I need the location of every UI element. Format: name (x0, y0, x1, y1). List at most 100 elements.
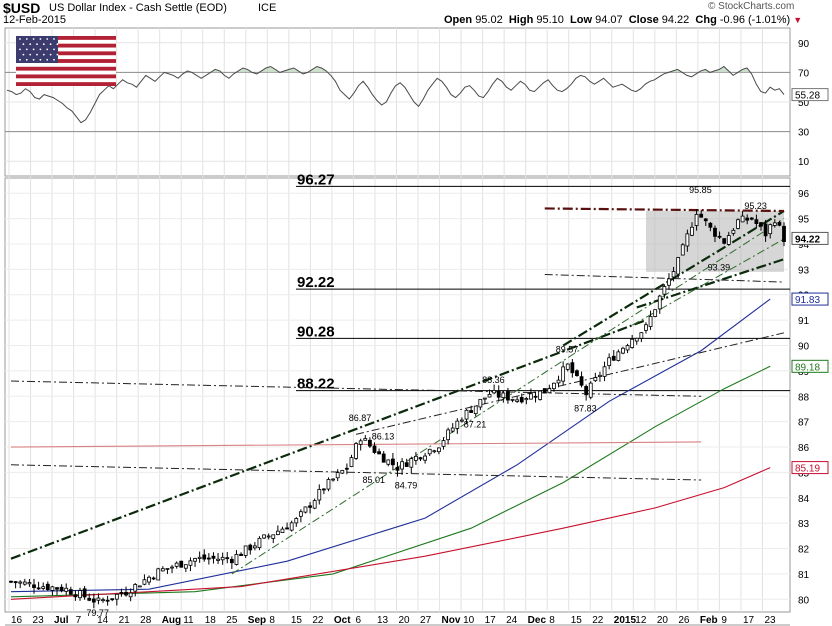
x-tick-label: Aug (162, 615, 181, 626)
indicator-last-value-label: 55.28 (795, 91, 820, 102)
flag-stripe (16, 66, 116, 71)
candle-body (354, 443, 358, 459)
close-value: 94.22 (661, 14, 690, 26)
last-value-box (791, 461, 829, 475)
price-annotation-label: 86.87 (349, 413, 372, 423)
flag-stripe (16, 59, 116, 63)
moving-average-green (10, 365, 771, 598)
candle-body (349, 457, 354, 467)
candle-body (510, 398, 515, 401)
candle-body (722, 238, 727, 244)
x-tick-label: 27 (420, 615, 432, 626)
candle-body (317, 489, 322, 501)
flag-star (22, 53, 25, 56)
flag-star (22, 43, 25, 46)
candle-body (538, 390, 543, 400)
x-tick-label: 28 (140, 615, 152, 626)
x-tick-label: 20 (657, 615, 669, 626)
indicator-y-tick-label: 10 (798, 157, 810, 168)
flag-star (32, 38, 35, 40)
candle-body (542, 388, 547, 394)
price-panel-frame (4, 177, 791, 613)
candle-body (271, 534, 276, 539)
price-y-tick-label: 91 (798, 316, 810, 327)
x-tick-label: 17 (485, 615, 497, 626)
x-tick-label: Sep (248, 615, 266, 626)
x-tick-label: Nov (442, 615, 461, 626)
candle-body (584, 386, 589, 396)
candle-body (736, 219, 740, 229)
candle-body (335, 472, 340, 479)
candle-body (156, 568, 161, 581)
candle-body (469, 410, 474, 413)
candle-body (740, 215, 745, 223)
price-level-label: 90.28 (297, 323, 335, 340)
candle-body (524, 398, 529, 401)
candle-body (367, 439, 372, 447)
candle-body (759, 222, 763, 227)
candle-body (344, 467, 349, 470)
last-value-label: 89.18 (795, 362, 820, 373)
flag-star (39, 38, 42, 40)
candle-body (55, 587, 59, 590)
trendline (10, 319, 647, 560)
moving-average-blue (10, 298, 771, 593)
indicator-last-value-box (791, 88, 829, 102)
candle-body (340, 470, 345, 474)
chart-symbol: $USD (3, 0, 41, 16)
candle-body (303, 506, 308, 513)
flag-stripe (16, 82, 116, 86)
open-label: Open (444, 14, 473, 26)
candle-body (772, 222, 777, 226)
us-flag-icon (16, 36, 116, 86)
candle-body (193, 558, 197, 562)
candle-body (487, 393, 492, 398)
x-tick-label: 15 (571, 615, 583, 626)
candle-body (450, 427, 455, 432)
candle-body (639, 332, 644, 339)
candle-body (142, 579, 147, 585)
candle-body (165, 568, 170, 570)
candle-body (36, 587, 41, 590)
candle-body (409, 458, 414, 468)
candle-body (547, 388, 552, 394)
candle-body (248, 544, 253, 551)
flag-star (46, 38, 49, 40)
x-tick-label: 6 (355, 615, 361, 626)
candle-body (731, 229, 736, 234)
candle-body (87, 597, 92, 601)
flag-star (46, 48, 49, 51)
x-tick-label: 23 (33, 615, 45, 626)
candle-body (363, 438, 368, 441)
candle-body (478, 398, 483, 408)
x-tick-label: 26 (678, 615, 690, 626)
candle-body (611, 355, 616, 361)
candle-body (147, 576, 151, 583)
candle-body (229, 558, 234, 564)
candle-body (575, 370, 579, 377)
x-tick-label: 23 (764, 615, 776, 626)
price-annotation-label: 95.85 (689, 185, 712, 195)
candle-body (124, 591, 128, 596)
candle-body (243, 545, 248, 556)
candle-body (432, 450, 437, 453)
candle-body (552, 382, 556, 390)
flag-canton (16, 36, 58, 63)
candle-body (197, 556, 202, 559)
flag-stripe (16, 36, 116, 40)
price-level-label: 88.22 (297, 376, 335, 393)
candle-body (78, 590, 82, 599)
last-value-box (791, 292, 829, 306)
candle-body (473, 405, 478, 414)
candle-body (529, 393, 533, 400)
candle-body (644, 324, 648, 331)
x-tick-label: Oct (334, 615, 351, 626)
trendline (544, 207, 785, 213)
flag-star (56, 43, 59, 46)
flag-star (36, 43, 38, 46)
candle-body (506, 391, 510, 401)
close-label: Close (628, 14, 659, 26)
x-tick-label: 15 (291, 615, 303, 626)
price-y-tick-label: 95 (798, 215, 810, 226)
